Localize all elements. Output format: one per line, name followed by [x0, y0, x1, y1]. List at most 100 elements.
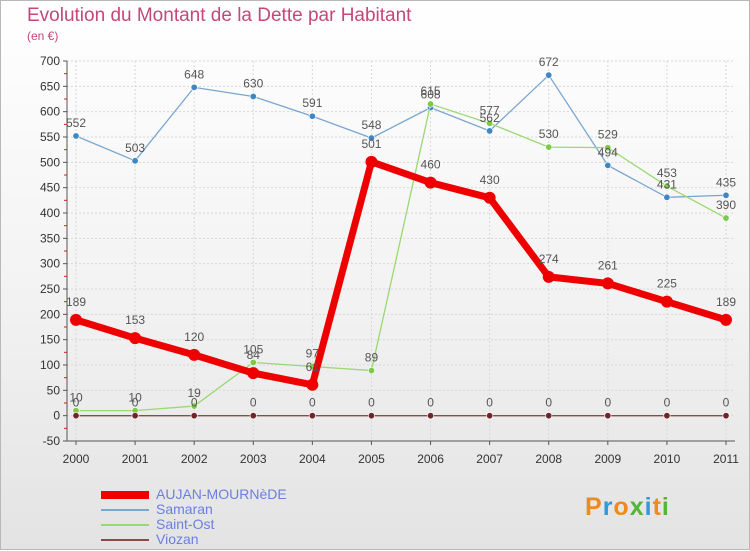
data-point — [660, 295, 673, 308]
legend-label-saint-ost: Saint-Ost — [156, 516, 215, 532]
data-point — [601, 277, 614, 290]
data-point — [367, 367, 375, 375]
y-tick-label: 250 — [40, 282, 60, 296]
logo-letter: P — [585, 493, 603, 521]
x-tick-label: 2003 — [240, 452, 267, 466]
data-point — [249, 92, 257, 100]
series-line-saint-ost — [75, 103, 727, 412]
data-point — [306, 378, 319, 391]
data-label: 530 — [539, 127, 559, 141]
data-label: 435 — [716, 175, 736, 189]
chart-subtitle: (en €) — [27, 29, 59, 43]
y-tick-label: 600 — [40, 105, 60, 119]
logo-letter: i — [661, 493, 670, 521]
data-label: 89 — [365, 351, 379, 365]
data-label: 460 — [421, 158, 441, 172]
x-tick-label: 2010 — [654, 452, 681, 466]
y-tick-label: 650 — [40, 79, 60, 93]
chart-title: Evolution du Montant de la Dette par Hab… — [27, 5, 412, 26]
data-point — [483, 191, 496, 204]
data-label: 562 — [480, 111, 500, 125]
data-label: 501 — [361, 137, 381, 151]
data-label: 189 — [716, 295, 736, 309]
y-tick-label: 100 — [40, 358, 60, 372]
data-point — [190, 412, 198, 420]
data-point — [663, 412, 671, 420]
data-point — [486, 127, 494, 135]
data-label: 431 — [657, 177, 677, 191]
data-point — [545, 412, 553, 420]
logo-letter: x — [629, 493, 645, 521]
data-label: 97 — [306, 347, 320, 361]
data-label: 0 — [250, 396, 257, 410]
data-label: 0 — [309, 396, 316, 410]
legend-swatch-saint-ost — [101, 524, 149, 526]
y-tick-label: 450 — [40, 181, 60, 195]
proxiti-logo: Proxiti — [585, 493, 670, 522]
data-label: 453 — [657, 166, 677, 180]
x-tick-label: 2009 — [594, 452, 621, 466]
data-label: 608 — [421, 88, 441, 102]
data-label: 615 — [421, 84, 441, 98]
data-label: 189 — [66, 295, 86, 309]
data-label: 503 — [125, 141, 145, 155]
data-label: 10 — [128, 391, 142, 405]
data-point — [365, 155, 378, 168]
data-label: 105 — [243, 342, 263, 356]
data-label: 0 — [132, 396, 139, 410]
data-label: 0 — [664, 396, 671, 410]
data-label: 0 — [191, 396, 198, 410]
data-label: 0 — [486, 396, 493, 410]
data-point — [720, 313, 732, 326]
data-label: 0 — [723, 396, 730, 410]
data-label: 10 — [69, 391, 83, 405]
data-point — [604, 144, 612, 152]
data-point — [131, 157, 139, 165]
data-point — [367, 412, 375, 420]
data-point — [70, 313, 82, 326]
x-tick-label: 2007 — [476, 452, 503, 466]
data-label: 0 — [73, 396, 80, 410]
data-point — [424, 176, 437, 189]
data-label: 120 — [184, 330, 204, 344]
data-point — [308, 112, 316, 120]
data-point — [190, 83, 198, 91]
y-tick-label: 350 — [40, 231, 60, 245]
x-tick-label: 2005 — [358, 452, 385, 466]
legend-label-samaran: Samaran — [156, 501, 213, 517]
data-point — [722, 214, 730, 222]
data-point — [247, 367, 260, 380]
data-label: 153 — [125, 313, 145, 327]
legend-label-viozan: Viozan — [156, 531, 199, 547]
data-label: 225 — [657, 277, 677, 291]
series-line-samaran — [75, 74, 727, 198]
x-tick-label: 2011 — [713, 452, 739, 466]
y-tick-label: 0 — [53, 409, 60, 423]
data-point — [308, 412, 316, 420]
data-point — [72, 132, 80, 140]
data-point — [72, 412, 80, 420]
data-label: 19 — [188, 386, 202, 400]
data-point — [188, 348, 201, 361]
data-point — [722, 412, 730, 420]
data-label: 548 — [361, 118, 381, 132]
legend-swatch-samaran — [101, 509, 149, 511]
y-tick-label: 150 — [40, 333, 60, 347]
data-point — [604, 412, 612, 420]
x-tick-label: 2006 — [417, 452, 444, 466]
data-label: 61 — [306, 360, 320, 374]
data-point — [427, 100, 435, 108]
data-point — [663, 182, 671, 190]
x-tick-label: 2000 — [63, 452, 90, 466]
y-tick-label: -50 — [43, 434, 61, 448]
data-point — [367, 134, 375, 142]
y-tick-label: 700 — [40, 54, 60, 68]
data-label: 630 — [243, 76, 263, 90]
data-label: 84 — [247, 348, 261, 362]
data-point — [663, 193, 671, 201]
data-point — [542, 270, 555, 283]
data-label: 430 — [480, 173, 500, 187]
data-label: 552 — [66, 116, 86, 130]
